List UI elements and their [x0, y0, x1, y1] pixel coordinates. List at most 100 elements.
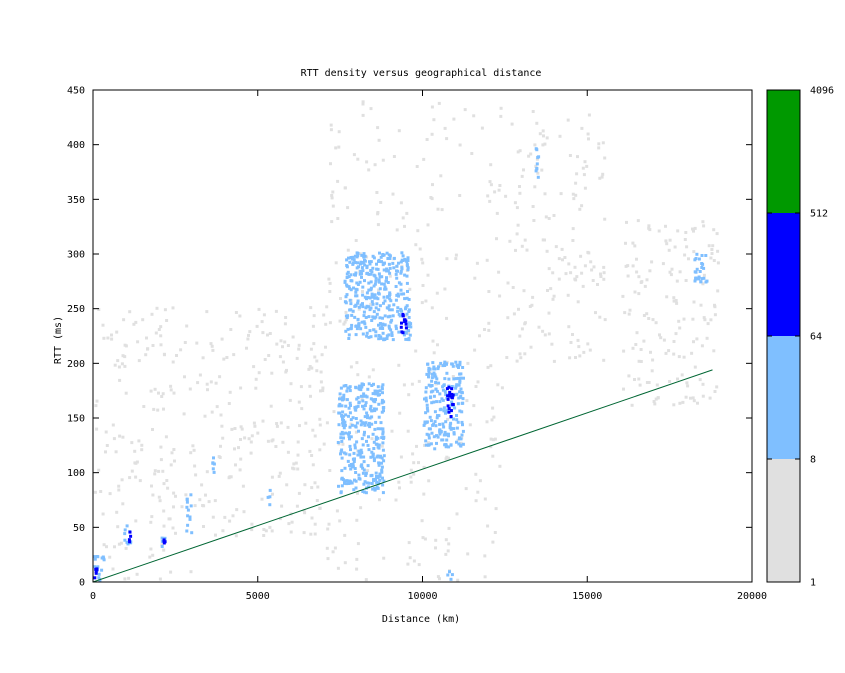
density-cell — [520, 327, 524, 331]
x-tick-label: 10000 — [407, 591, 437, 602]
density-cell — [327, 277, 331, 281]
density-cell — [695, 267, 699, 271]
density-cell — [115, 330, 119, 334]
density-cell — [345, 293, 349, 297]
density-cell — [210, 344, 214, 348]
density-cell — [321, 386, 325, 390]
density-cell — [383, 299, 387, 303]
density-cell — [399, 309, 403, 312]
density-cell — [399, 269, 403, 273]
density-cell — [153, 469, 157, 473]
density-cell — [448, 423, 452, 427]
density-cell — [444, 538, 448, 542]
density-cell — [364, 474, 368, 477]
density-cell — [367, 375, 371, 379]
density-cell — [695, 337, 699, 341]
density-cell — [674, 299, 678, 302]
density-cell — [189, 504, 193, 508]
density-cell — [130, 441, 134, 445]
density-cell — [309, 394, 312, 398]
density-cell — [399, 282, 403, 286]
density-cell — [124, 391, 128, 395]
density-cell — [328, 281, 332, 285]
density-cell — [532, 219, 536, 222]
density-cell — [487, 328, 491, 332]
density-cell — [283, 322, 287, 326]
density-cell — [443, 443, 447, 447]
density-cell — [368, 425, 372, 429]
density-cell — [231, 514, 235, 518]
density-cell — [376, 126, 380, 130]
density-cell — [353, 446, 357, 450]
density-cell — [370, 450, 374, 454]
density-cell — [382, 409, 385, 413]
density-cell — [693, 270, 697, 274]
x-tick-label: 5000 — [246, 591, 270, 602]
density-cell — [445, 137, 449, 141]
density-cell — [355, 294, 359, 298]
density-cell — [362, 252, 366, 256]
density-cell — [253, 424, 257, 428]
density-cell — [370, 292, 374, 296]
density-cell — [380, 385, 384, 389]
density-cell — [104, 430, 108, 434]
density-cell — [358, 452, 362, 456]
density-cell — [195, 341, 199, 345]
density-cell — [701, 382, 705, 386]
density-cell — [211, 348, 215, 352]
density-cell — [263, 358, 267, 361]
density-cell — [687, 257, 690, 261]
density-cell — [634, 343, 638, 346]
density-cell — [405, 211, 409, 215]
density-cell — [693, 226, 697, 230]
density-cell — [200, 483, 204, 487]
density-cell — [578, 354, 582, 358]
density-cell — [415, 444, 418, 448]
density-cell — [122, 318, 126, 322]
density-cell — [165, 479, 169, 482]
density-cell — [362, 421, 366, 425]
density-cell — [211, 461, 215, 465]
density-cell — [369, 335, 373, 339]
density-cell — [374, 398, 377, 401]
density-cell — [358, 252, 362, 256]
density-cell — [640, 280, 644, 284]
colorbar-tick-label: 4096 — [810, 86, 834, 97]
density-cell — [97, 468, 101, 472]
density-cell — [136, 340, 140, 344]
density-cell — [455, 418, 459, 422]
density-cell — [162, 524, 166, 528]
density-cell — [534, 169, 538, 173]
density-cell — [341, 410, 345, 414]
density-cell — [673, 245, 677, 249]
density-cell — [105, 545, 108, 549]
density-cell — [528, 305, 532, 308]
density-cell — [381, 331, 385, 335]
density-cell — [531, 295, 535, 299]
density-cell — [213, 499, 217, 503]
density-cell — [202, 525, 205, 528]
density-cell — [365, 291, 369, 295]
density-cell — [360, 463, 364, 467]
density-cell — [677, 355, 681, 359]
density-cell — [397, 330, 401, 334]
density-cell — [386, 269, 390, 273]
density-cell — [149, 547, 153, 551]
density-cell — [492, 415, 496, 419]
density-cell — [149, 520, 153, 524]
density-cell — [381, 327, 385, 330]
density-cell — [345, 258, 349, 262]
density-cell — [326, 557, 330, 561]
density-cell — [382, 454, 386, 458]
density-cell — [334, 261, 338, 265]
density-cell — [444, 362, 448, 366]
density-cell — [461, 423, 464, 427]
density-cell — [493, 190, 497, 194]
density-cell — [445, 455, 449, 459]
density-cell — [499, 114, 503, 118]
density-cell — [250, 528, 254, 532]
density-cell — [378, 316, 382, 320]
density-cell — [432, 351, 436, 355]
density-cell — [352, 451, 356, 455]
density-cell — [188, 517, 192, 521]
